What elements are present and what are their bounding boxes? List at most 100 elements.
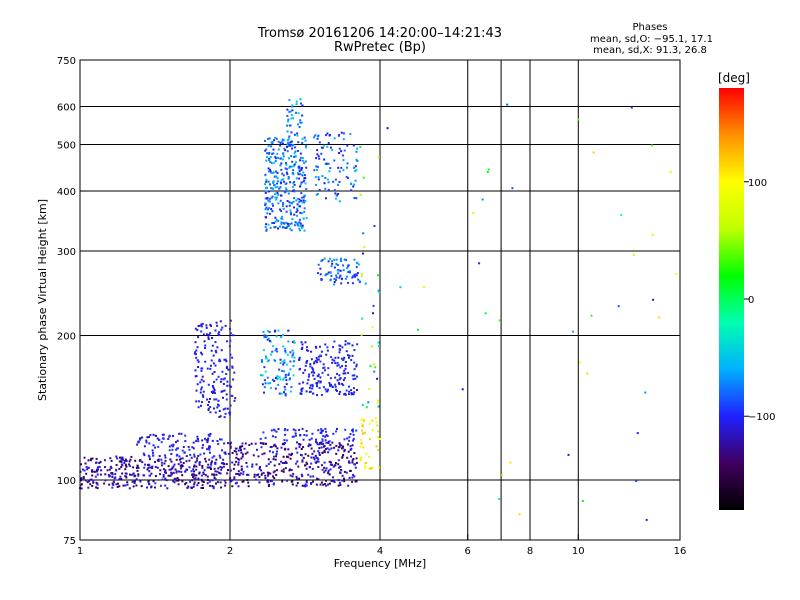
data-point: [225, 360, 228, 363]
data-point: [301, 459, 304, 462]
data-point: [277, 383, 280, 386]
data-point: [240, 449, 242, 452]
data-point: [365, 453, 368, 455]
data-point: [211, 439, 214, 442]
data-point: [360, 333, 363, 336]
data-point: [359, 146, 362, 148]
data-point: [201, 322, 204, 325]
data-point: [299, 98, 302, 101]
data-point: [305, 361, 308, 364]
data-point: [347, 393, 350, 396]
data-point: [208, 451, 211, 454]
data-point: [264, 204, 267, 206]
data-point: [264, 208, 267, 211]
data-point: [193, 474, 196, 477]
data-point: [377, 156, 380, 158]
data-point: [305, 146, 308, 149]
data-point: [299, 119, 302, 122]
data-point: [152, 451, 154, 454]
phases-heading: Phases: [632, 22, 668, 33]
data-point: [143, 454, 146, 457]
data-point: [94, 475, 97, 478]
data-point: [330, 356, 333, 359]
data-point: [125, 476, 128, 479]
data-point: [133, 480, 136, 483]
data-point: [338, 180, 341, 183]
data-point: [299, 183, 302, 186]
data-point: [269, 156, 272, 159]
data-point: [317, 373, 320, 376]
data-point: [265, 355, 267, 358]
data-point: [297, 172, 300, 175]
data-point: [211, 460, 213, 463]
data-point: [305, 144, 308, 147]
data-point: [324, 388, 327, 391]
data-point: [297, 141, 300, 144]
data-point: [319, 380, 322, 383]
data-point: [128, 463, 131, 466]
data-point: [620, 214, 623, 216]
data-point: [296, 482, 299, 485]
data-point: [323, 257, 326, 260]
data-point: [305, 188, 308, 190]
data-point: [310, 437, 313, 440]
data-point: [302, 171, 305, 174]
data-point: [235, 447, 238, 450]
data-point: [83, 469, 86, 472]
data-point: [214, 411, 217, 414]
data-point: [324, 343, 327, 346]
data-point: [237, 458, 240, 460]
data-point: [352, 437, 355, 440]
data-point: [89, 459, 92, 462]
data-point: [341, 277, 343, 280]
data-point: [644, 391, 647, 394]
data-point: [158, 455, 161, 457]
data-point: [343, 477, 345, 480]
data-point: [230, 480, 233, 483]
data-point: [337, 463, 340, 466]
data-point: [314, 454, 317, 457]
data-point: [214, 349, 217, 352]
data-point: [193, 470, 196, 473]
data-point: [222, 383, 225, 385]
data-point: [313, 458, 316, 461]
data-point: [157, 445, 160, 448]
data-point: [264, 173, 267, 176]
data-point: [181, 457, 184, 460]
data-point: [154, 461, 156, 463]
data-point: [275, 198, 278, 201]
data-point: [209, 323, 212, 326]
data-point: [173, 477, 176, 480]
data-point: [197, 400, 200, 403]
data-point: [498, 498, 501, 500]
data-point: [291, 189, 294, 192]
data-point: [109, 465, 112, 468]
data-point: [301, 201, 304, 204]
data-point: [152, 454, 155, 457]
data-point: [252, 454, 255, 457]
data-point: [306, 382, 309, 385]
data-point: [301, 104, 304, 107]
data-point: [319, 267, 322, 270]
data-point: [423, 286, 425, 289]
data-point: [376, 430, 379, 433]
data-point: [355, 363, 358, 366]
data-point: [164, 484, 167, 487]
data-point: [246, 465, 249, 468]
data-point: [297, 465, 300, 468]
data-point: [377, 405, 380, 408]
data-point: [327, 442, 330, 444]
data-point: [340, 257, 342, 260]
data-point: [273, 455, 275, 458]
data-point: [263, 366, 266, 369]
data-point: [326, 349, 329, 352]
data-point: [342, 269, 345, 272]
data-point: [630, 106, 633, 109]
data-point: [274, 220, 277, 223]
data-point: [579, 361, 582, 364]
data-point: [343, 480, 346, 483]
data-point: [146, 436, 149, 439]
data-point: [259, 442, 262, 445]
data-point: [316, 394, 318, 397]
data-point: [353, 197, 356, 199]
